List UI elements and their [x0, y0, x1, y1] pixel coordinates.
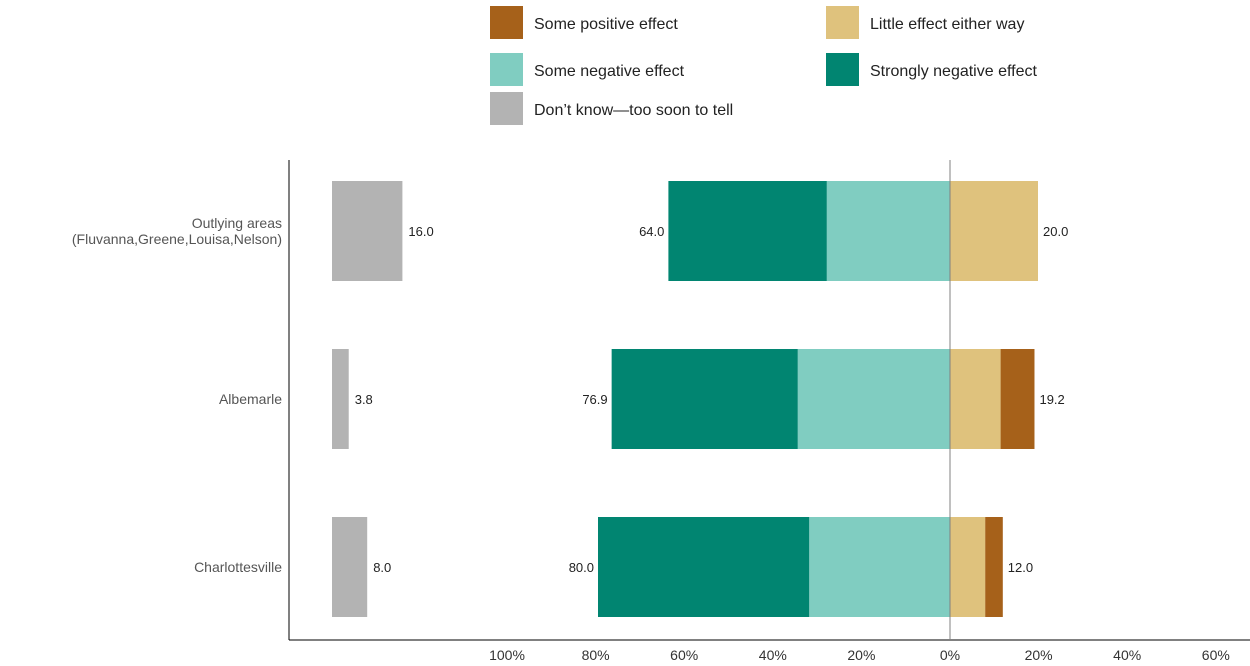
bar-strongly-negative-effect-1 — [611, 349, 798, 449]
category-labels: Outlying areas(Fluvanna,Greene,Louisa,Ne… — [72, 215, 282, 575]
bar-some-negative-effect-1 — [797, 349, 950, 449]
category-label-2-0: Charlottesville — [194, 559, 282, 575]
legend-swatch-some-positive-effect — [490, 6, 523, 39]
legend-swatch-little-effect-either-way — [826, 6, 859, 39]
value-label-separate-0: 16.0 — [408, 224, 433, 239]
legend-label-little-effect-either-way: Little effect either way — [870, 16, 1024, 33]
legend-swatch-don-t-know-too-soon-to-tell — [490, 92, 523, 125]
x-tick-label-4: 20% — [847, 647, 875, 663]
legend-label-strongly-negative-effect: Strongly negative effect — [870, 63, 1037, 80]
x-tick-label-7: 40% — [1113, 647, 1141, 663]
legend-label-some-negative-effect: Some negative effect — [534, 63, 685, 80]
bar-some-negative-effect-0 — [826, 181, 950, 281]
bar-little-effect-either-way-0 — [950, 181, 1038, 281]
legend-swatch-strongly-negative-effect — [826, 53, 859, 86]
value-label-positive-0: 20.0 — [1043, 224, 1068, 239]
legend-swatch-some-negative-effect — [490, 53, 523, 86]
value-label-positive-2: 12.0 — [1008, 560, 1033, 575]
bar-little-effect-either-way-1 — [950, 349, 1001, 449]
legend-label-some-positive-effect: Some positive effect — [534, 16, 678, 33]
x-tick-label-3: 40% — [759, 647, 787, 663]
value-label-separate-2: 8.0 — [373, 560, 391, 575]
x-tick-labels: 100% 80% 60% 40% 20% 0% 20% 40% 60% — [489, 647, 1230, 663]
bar-little-effect-either-way-2 — [950, 517, 986, 617]
legend: Some positive effect Little effect either… — [490, 6, 1037, 125]
bar-some-negative-effect-2 — [809, 517, 950, 617]
bar-strongly-negative-effect-2 — [598, 517, 810, 617]
bar-some-positive-effect-1 — [1000, 349, 1035, 449]
bar-don-t-know-too-soon-to-tell-2 — [332, 517, 368, 617]
x-tick-label-8: 60% — [1202, 647, 1230, 663]
value-label-negative-0: 64.0 — [639, 224, 664, 239]
bar-strongly-negative-effect-0 — [668, 181, 827, 281]
value-label-positive-1: 19.2 — [1039, 392, 1064, 407]
category-label-1-0: Albemarle — [219, 391, 282, 407]
value-label-separate-1: 3.8 — [355, 392, 373, 407]
x-tick-label-1: 80% — [582, 647, 610, 663]
x-tick-label-5: 0% — [940, 647, 960, 663]
bar-don-t-know-too-soon-to-tell-1 — [332, 349, 349, 449]
bars — [332, 181, 1038, 617]
bar-don-t-know-too-soon-to-tell-0 — [332, 181, 403, 281]
category-label-0-1: (Fluvanna,Greene,Louisa,Nelson) — [72, 231, 282, 247]
legend-label-don-t-know-too-soon-to-tell: Don’t know—too soon to tell — [534, 102, 733, 119]
category-label-0-0: Outlying areas — [192, 215, 282, 231]
bar-some-positive-effect-2 — [985, 517, 1003, 617]
x-tick-label-2: 60% — [670, 647, 698, 663]
value-label-negative-1: 76.9 — [582, 392, 607, 407]
x-tick-label-6: 20% — [1025, 647, 1053, 663]
value-label-negative-2: 80.0 — [569, 560, 594, 575]
x-tick-label-0: 100% — [489, 647, 525, 663]
value-labels: 16.0 64.0 20.0 3.8 76.9 19.2 8.0 80.0 12.0 — [355, 224, 1069, 575]
